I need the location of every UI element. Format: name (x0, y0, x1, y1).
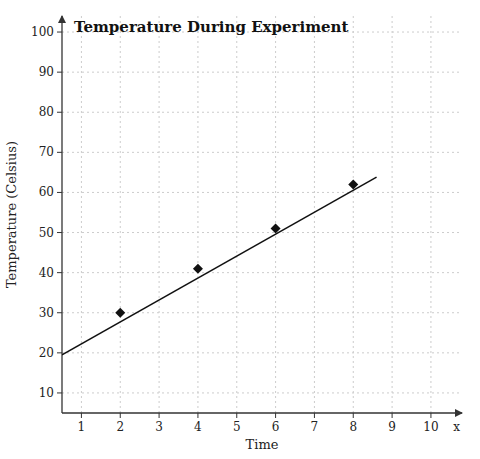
x-tick (120, 413, 121, 418)
x-tick (197, 413, 198, 418)
x-tick-label: 3 (155, 420, 163, 434)
y-tick (57, 152, 62, 153)
x-tick-label: 4 (194, 420, 202, 434)
y-tick (57, 192, 62, 193)
y-tick-label: 70 (39, 145, 54, 159)
y-tick-label: 20 (39, 346, 54, 360)
ticks: 1 2 3 4 5 6 7 8 9 10 10 20 30 40 50 60 70 80 90 100 (31, 25, 438, 434)
y-tick (57, 352, 62, 353)
y-tick (57, 32, 62, 33)
y-tick-label: 90 (39, 65, 54, 79)
grid-line-x (159, 16, 160, 413)
grid-line-y (62, 112, 462, 113)
title: Temperature During Experiment (74, 18, 348, 36)
chart: 1 2 3 4 5 6 7 8 9 10 10 20 30 40 50 60 70 80 90 100 x Tempera… (0, 0, 480, 459)
grid-line-x (197, 16, 198, 413)
y-axis-label: Temperature (Celsius) (4, 141, 19, 288)
point (271, 224, 281, 234)
grid-line-x (353, 16, 354, 413)
grid-line-x (236, 16, 237, 413)
x-tick (314, 413, 315, 418)
x-tick-label: 2 (116, 420, 124, 434)
point (115, 308, 125, 318)
grid (62, 16, 462, 413)
x-tick-label: 1 (78, 420, 86, 434)
data (62, 177, 377, 355)
x-tick-label: 9 (388, 420, 396, 434)
y-tick-label: 50 (39, 226, 54, 240)
x-tick-label: 6 (272, 420, 280, 434)
grid-line-y (62, 272, 462, 273)
grid-line-x (430, 16, 431, 413)
point (193, 264, 203, 274)
x-tick (353, 413, 354, 418)
y-axis (61, 16, 62, 413)
y-tick (57, 392, 62, 393)
y-tick (57, 112, 62, 113)
y-tick-label: 80 (39, 105, 54, 119)
grid-line-x (392, 16, 393, 413)
y-tick-label: 40 (39, 266, 54, 280)
grid-line-x (314, 16, 315, 413)
x-tick-label: 5 (233, 420, 241, 434)
line (62, 177, 377, 355)
y-tick-label: 10 (39, 386, 54, 400)
annotation: x (453, 420, 460, 434)
x-tick (236, 413, 237, 418)
y-tick (57, 232, 62, 233)
x-tick-label: 10 (423, 420, 438, 434)
y-tick-label: 60 (39, 185, 54, 199)
x-tick-label: 7 (311, 420, 319, 434)
grid-line-y (62, 152, 462, 153)
y-tick (57, 312, 62, 313)
point (348, 179, 358, 189)
x-tick (81, 413, 82, 418)
y-tick (57, 72, 62, 73)
grid-line-y (62, 392, 462, 393)
grid-line-y (62, 192, 462, 193)
grid-line-y (62, 352, 462, 353)
grid-line-x (120, 16, 121, 413)
x-tick (430, 413, 431, 418)
grid-line-y (62, 232, 462, 233)
x-tick (159, 413, 160, 418)
grid-line-y (62, 72, 462, 73)
x-axis-label: Time (246, 437, 279, 452)
y-tick-label: 30 (39, 306, 54, 320)
y-tick-label: 100 (31, 25, 54, 39)
x-tick-label: 8 (349, 420, 357, 434)
x-tick (275, 413, 276, 418)
x-axis (62, 412, 462, 413)
x-tick (392, 413, 393, 418)
grid-line-x (275, 16, 276, 413)
y-tick (57, 272, 62, 273)
grid-line-x (81, 16, 82, 413)
